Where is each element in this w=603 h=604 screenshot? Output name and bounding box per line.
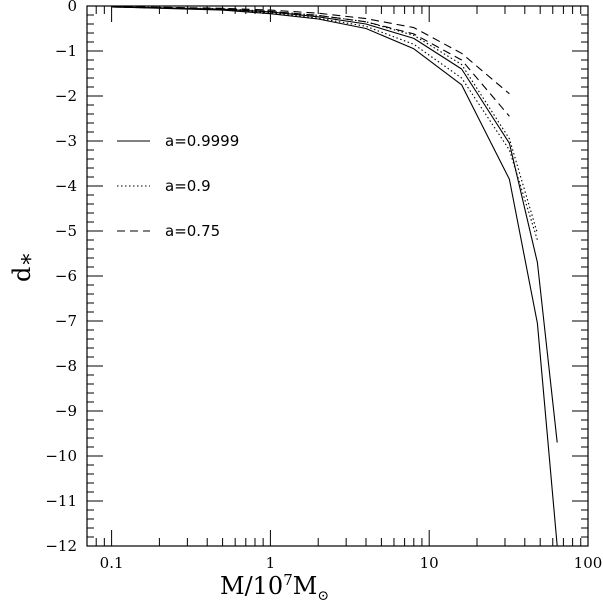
- y-tick-label: −6: [55, 267, 77, 285]
- axis-ticks: [86, 5, 589, 547]
- y-tick-label: 0: [67, 0, 77, 15]
- y-tick-label: −3: [55, 132, 77, 150]
- legend-label-solid: a=0.9999: [165, 132, 239, 150]
- series-line-dotted-3: [111, 5, 538, 234]
- y-tick-label: −12: [45, 537, 77, 555]
- legend: a=0.9999 a=0.9 a=0.75: [117, 132, 239, 240]
- y-tick-label: −11: [45, 492, 77, 510]
- y-tick-label: −5: [55, 222, 77, 240]
- y-tick-label: −9: [55, 402, 77, 420]
- y-axis-title: d*: [8, 254, 44, 282]
- y-tick-label: −1: [55, 42, 77, 60]
- x-axis-title: M/107M⊙: [220, 571, 329, 604]
- legend-label-dotted: a=0.9: [165, 177, 211, 195]
- series-line-dashed-4: [111, 6, 510, 117]
- x-tick-label: 1: [266, 554, 276, 572]
- series-line-dashed-5: [111, 5, 510, 95]
- y-tick-label: −10: [45, 447, 77, 465]
- legend-label-dashed: a=0.75: [165, 222, 220, 240]
- y-tick-label: −4: [55, 177, 77, 195]
- x-tick-label: 0.1: [100, 554, 124, 572]
- x-tick-label: 100: [574, 554, 603, 572]
- plot-frame: [86, 5, 589, 547]
- x-tick-label: 10: [420, 554, 439, 572]
- tick-labels: 0.1 1 10 100 0 −1 −2 −3 −4 −5 −6 −7 −8 −9 −10 −11 −12: [45, 0, 602, 572]
- series-line-dotted-2: [111, 6, 538, 241]
- series-line-solid-0: [111, 6, 558, 547]
- series-lines: [111, 5, 558, 547]
- y-tick-label: −8: [55, 357, 77, 375]
- y-tick-label: −2: [55, 87, 77, 105]
- y-tick-label: −7: [55, 312, 77, 330]
